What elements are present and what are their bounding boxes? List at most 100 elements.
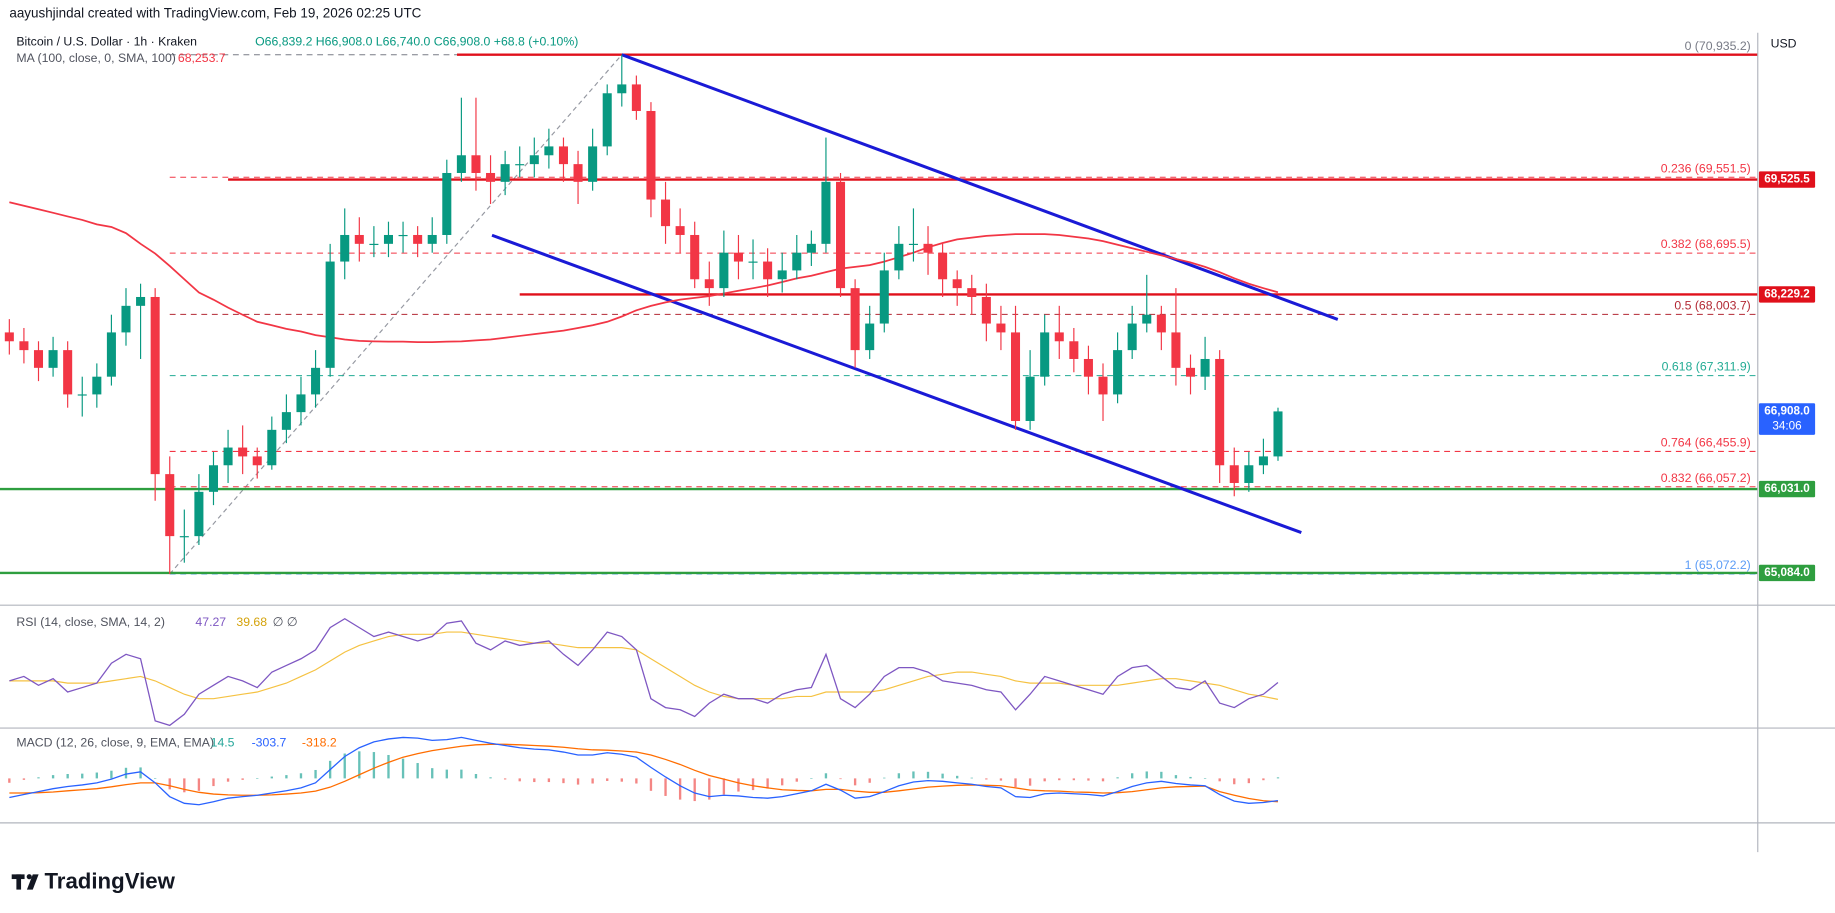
- price-tag: [1758, 286, 1816, 303]
- candle-body: [281, 412, 291, 430]
- rsi-line: [9, 617, 1279, 727]
- macd-histogram: [314, 769, 317, 779]
- last-price-countdown: 34:06: [1772, 420, 1801, 433]
- candle-body: [296, 394, 306, 413]
- macd-histogram: [387, 754, 390, 779]
- ma-value: 68,253.7: [178, 51, 226, 65]
- candle-body: [1244, 465, 1254, 483]
- macd-histogram: [22, 778, 26, 780]
- fib-label: 0 (70,935.2): [1685, 39, 1751, 53]
- macd-histogram: [1203, 778, 1207, 779]
- macd-histogram: [1276, 777, 1280, 779]
- candle-body: [806, 243, 816, 253]
- macd-histogram: [37, 777, 40, 779]
- macd-histogram: [8, 778, 11, 783]
- candle-body: [1010, 332, 1021, 421]
- fib-label: 0.236 (69,551.5): [1661, 161, 1751, 175]
- candle-body: [515, 164, 525, 166]
- candle-body: [398, 234, 408, 237]
- macd-histogram: [518, 778, 521, 782]
- candle-body: [821, 181, 831, 244]
- macd-histogram: [912, 771, 915, 779]
- macd-histogram: [1160, 771, 1163, 779]
- macd-legend: MACD (12, 26, close, 9, EMA, EMA): [16, 736, 214, 750]
- quote: O66,839.2 H66,908.0 L66,740.0 C66,908.0 …: [255, 34, 578, 48]
- symbol: Bitcoin / U.S. Dollar · 1h · Kraken: [16, 34, 197, 48]
- macd-histogram: [81, 773, 84, 779]
- candle-body: [4, 332, 14, 342]
- candle-body: [850, 288, 860, 351]
- candle-body: [208, 465, 219, 492]
- candle-body: [573, 164, 583, 182]
- fib-label: 1 (65,072.2): [1685, 558, 1751, 572]
- candle-body: [865, 323, 875, 351]
- candle-body: [165, 474, 175, 537]
- macd-histogram: [139, 767, 142, 779]
- candle-body: [77, 394, 87, 396]
- macd-histogram: [547, 778, 551, 783]
- candle-body: [1025, 376, 1035, 421]
- candle-body: [179, 536, 189, 538]
- macd-histogram: [460, 769, 463, 779]
- macd-histogram: [649, 778, 653, 791]
- candle-body: [996, 323, 1006, 333]
- candle-body: [383, 234, 393, 244]
- macd-histogram: [1028, 778, 1032, 786]
- macd-histogram: [1131, 773, 1134, 779]
- candle-body: [456, 155, 466, 173]
- candle-body: [354, 234, 364, 244]
- macd-hist-value: 14.5: [211, 736, 235, 750]
- candle-body: [369, 243, 379, 246]
- candle-body: [252, 456, 262, 466]
- candle-body: [588, 146, 598, 182]
- fib-label: 0.832 (66,057.2): [1661, 471, 1751, 485]
- candle-body: [719, 252, 729, 289]
- credit: aayushjindal created with TradingView.co…: [9, 6, 421, 21]
- candle-body: [238, 447, 248, 457]
- macd-histogram: [197, 778, 201, 791]
- macd-histogram: [576, 778, 580, 785]
- macd-histogram: [853, 778, 857, 786]
- ma-legend: MA (100, close, 0, SMA, 100): [16, 51, 176, 65]
- fib-label: 0.382 (68,695.5): [1661, 237, 1751, 251]
- moving-average: [9, 201, 1279, 344]
- macd-value: -303.7: [252, 736, 287, 750]
- price-tag-label: 65,084.0: [1764, 566, 1810, 579]
- macd-histogram: [824, 773, 828, 779]
- candle-body: [777, 270, 787, 280]
- candle-body: [1258, 456, 1268, 466]
- candle-body: [952, 279, 962, 289]
- candle-body: [471, 155, 481, 173]
- candle-body: [675, 226, 685, 235]
- candle-body: [967, 288, 977, 297]
- macd-histogram: [1247, 778, 1251, 784]
- trendline: [621, 53, 1339, 321]
- candle-body: [1215, 358, 1225, 466]
- macd-histogram: [66, 774, 69, 779]
- candle-body: [894, 243, 904, 271]
- macd-histogram: [358, 751, 361, 779]
- candle-body: [1171, 332, 1181, 368]
- macd-line: [9, 736, 1279, 806]
- candle-body: [106, 332, 116, 377]
- macd-histogram: [124, 767, 128, 779]
- macd-histogram: [1101, 778, 1105, 782]
- candle-body: [223, 447, 233, 466]
- candle-body: [617, 84, 627, 94]
- macd-histogram: [183, 778, 186, 793]
- candle-body: [136, 296, 146, 306]
- last-price-label: 66,908.0: [1764, 405, 1810, 418]
- macd-histogram: [751, 778, 755, 791]
- macd-histogram: [926, 771, 930, 779]
- macd-histogram: [1014, 778, 1017, 788]
- price-tag: [1758, 564, 1816, 582]
- macd-histogram: [489, 777, 492, 779]
- candle-body: [1200, 358, 1210, 377]
- candle-body: [704, 279, 714, 289]
- macd-histogram: [168, 778, 171, 790]
- macd-histogram: [693, 778, 696, 802]
- rsi-legend: RSI (14, close, SMA, 14, 2): [16, 615, 165, 629]
- macd-histogram: [795, 778, 798, 782]
